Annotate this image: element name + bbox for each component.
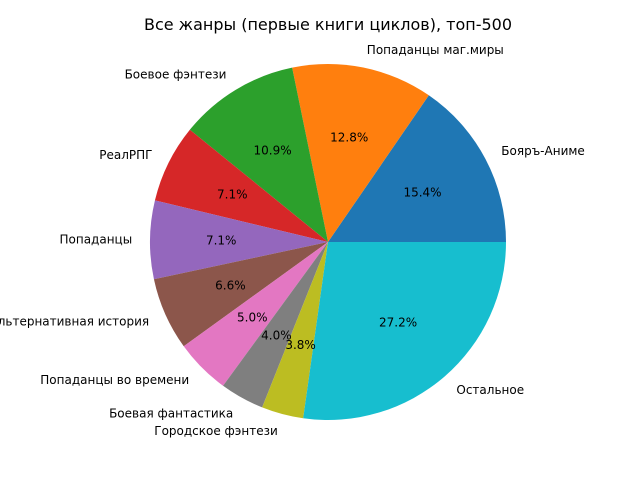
pie-slice xyxy=(262,242,328,419)
pie-slice xyxy=(153,242,328,347)
slice-percent-label: 4.0% xyxy=(261,329,292,343)
slice-category-label: РеалРПГ xyxy=(99,148,152,162)
pie-slice xyxy=(328,95,506,242)
slice-category-label: Попаданцы xyxy=(59,233,132,247)
slice-category-label: Боевая фантастика xyxy=(109,406,233,420)
pie-slice xyxy=(150,200,328,280)
pie-slice xyxy=(189,67,328,243)
slice-percent-label: 12.8% xyxy=(330,130,368,144)
slice-percent-label: 5.0% xyxy=(237,310,268,324)
percent-labels: 15.4% 12.8% 10.9% 7.1% 7.1% 6.6% 5.0% 4.0%3.8% 2… xyxy=(206,130,442,352)
slice-category-label: Боевое фэнтези xyxy=(125,68,227,82)
slice-percent-label: 27.2% xyxy=(379,316,417,330)
slice-category-label: Альтернативная история xyxy=(0,315,149,329)
chart-title: Все жанры (первые книги циклов), топ-500 xyxy=(144,15,512,34)
category-labels: Бояръ-Аниме Попаданцы маг.миры Боевое фэнт… xyxy=(0,43,585,438)
pie-slice xyxy=(183,242,328,386)
slice-percent-label: 3.8% xyxy=(285,338,316,352)
slice-category-label: Бояръ-Аниме xyxy=(501,144,585,158)
pie-slice xyxy=(223,242,328,408)
pie-slices xyxy=(150,63,506,421)
slice-percent-label: 7.1% xyxy=(217,188,248,202)
pie-slice xyxy=(154,129,328,242)
slice-category-label: Остальное xyxy=(456,383,524,397)
slice-percent-label: 6.6% xyxy=(215,278,246,292)
pie-slice xyxy=(292,63,429,243)
slice-category-label: Попаданцы во времени xyxy=(40,373,189,387)
slice-percent-label: 7.1% xyxy=(206,234,237,248)
slice-category-label: Городское фэнтези xyxy=(154,424,278,438)
slice-category-label: Попаданцы маг.миры xyxy=(367,43,504,57)
pie-slice xyxy=(303,242,506,421)
slice-percent-label: 15.4% xyxy=(403,185,441,199)
slice-percent-label: 10.9% xyxy=(254,144,292,158)
